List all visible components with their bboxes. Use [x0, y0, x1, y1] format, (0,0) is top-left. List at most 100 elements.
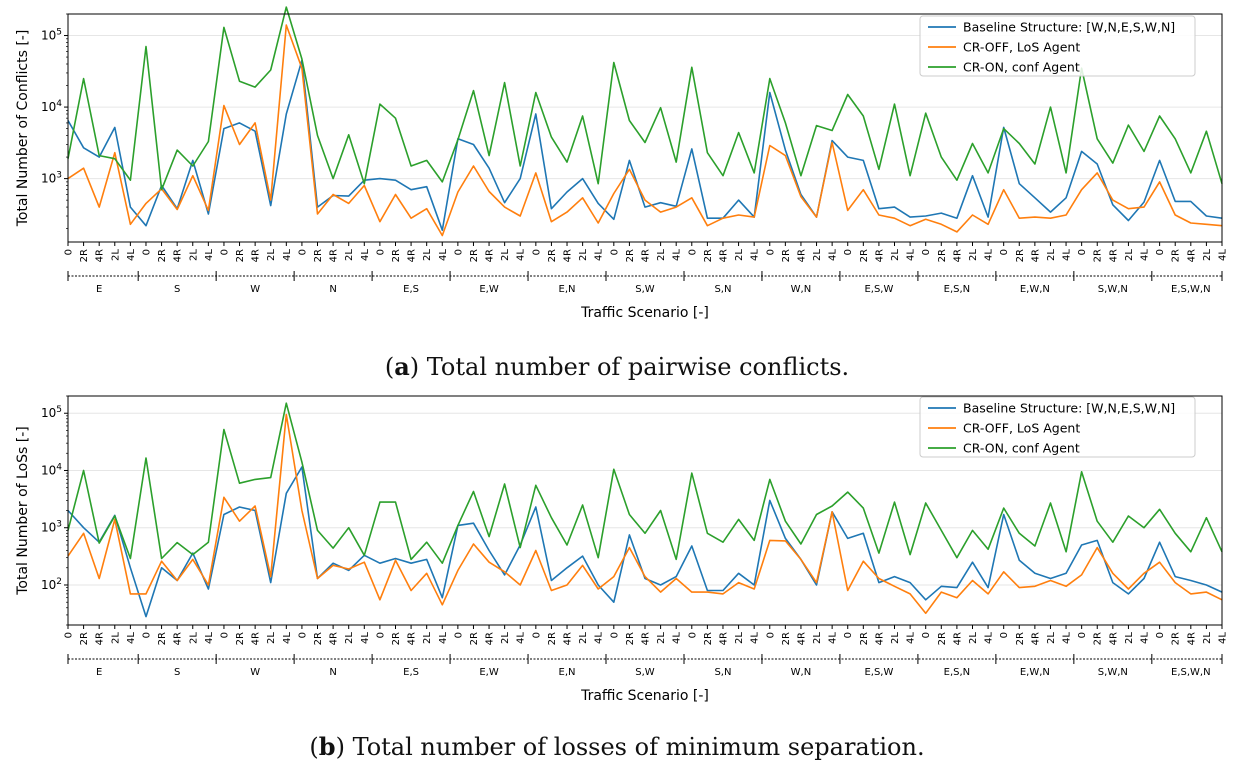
x-tick-label: 4R	[251, 632, 262, 645]
x-tick-label: 2L	[968, 632, 979, 644]
x-tick-label: 4L	[282, 632, 293, 644]
x-tick-label: 4L	[1218, 632, 1229, 644]
y-tick-label: 102	[41, 577, 62, 592]
x-tick-label: 4L	[750, 249, 761, 261]
series-line-on	[67, 6, 1223, 191]
x-tick-label: 4R	[329, 632, 340, 645]
x-tick-label: 2R	[79, 632, 90, 645]
group-label: E,N	[559, 667, 576, 678]
x-tick-label: 2L	[1046, 249, 1057, 261]
x-tick-label: 4R	[796, 632, 807, 645]
x-tick-label: 4L	[516, 632, 527, 644]
x-tick-label: 2L	[344, 632, 355, 644]
x-tick-label: 4L	[906, 249, 917, 261]
x-tick-label: 4R	[1030, 249, 1041, 262]
x-tick-label: 0	[375, 249, 386, 255]
y-tick-label: 105	[41, 405, 62, 420]
x-tick-label: 2L	[656, 249, 667, 261]
x-tick-label: 4R	[329, 249, 340, 262]
x-tick-label: 4R	[1186, 249, 1197, 262]
x-tick-label: 4L	[1140, 632, 1151, 644]
x-tick-label: 0	[1155, 632, 1166, 638]
x-tick-label: 4R	[641, 249, 652, 262]
group-label: E	[96, 667, 102, 678]
group-label: W,N	[791, 284, 812, 295]
x-tick-label: 4R	[485, 632, 496, 645]
legend-box	[919, 396, 1196, 458]
x-tick-label: 2R	[859, 632, 870, 645]
x-tick-label: 4R	[95, 632, 106, 645]
legend: Baseline Structure: [W,N,E,S,W,N] CR-OFF,…	[919, 15, 1196, 77]
x-tick-label: 2R	[391, 249, 402, 262]
group-label: E,S	[403, 284, 419, 295]
x-tick-label: 0	[219, 632, 230, 638]
x-tick-label: 4L	[594, 249, 605, 261]
x-tick-label: 4L	[126, 632, 137, 644]
caption-b: (b) Total number of losses of minimum se…	[309, 732, 925, 761]
x-tick-label: 4R	[952, 249, 963, 262]
legend-label: CR-OFF, LoS Agent	[963, 40, 1080, 55]
x-tick-label: 2R	[469, 249, 480, 262]
x-tick-label: 0	[531, 249, 542, 255]
x-tick-label: 2L	[188, 249, 199, 261]
group-label: W	[250, 284, 260, 295]
y-tick-label: 104	[41, 462, 62, 477]
x-tick-label: 2L	[1202, 632, 1213, 644]
x-tick-label: 2R	[235, 632, 246, 645]
x-tick-label: 2L	[1124, 632, 1135, 644]
x-tick-label: 2L	[266, 632, 277, 644]
x-tick-label: 0	[453, 632, 464, 638]
x-tick-label: 0	[687, 249, 698, 255]
x-tick-label: 2L	[1046, 632, 1057, 644]
x-axis-label: Traffic Scenario [-]	[580, 688, 709, 704]
x-tick-label: 2R	[781, 632, 792, 645]
x-tick-label: 0	[297, 632, 308, 638]
x-tick-label: 4R	[173, 249, 184, 262]
group-label: S	[174, 284, 180, 295]
x-axis-label: Traffic Scenario [-]	[580, 305, 709, 321]
x-tick-label: 0	[375, 632, 386, 638]
x-tick-label: 2R	[469, 632, 480, 645]
x-tick-label: 4L	[750, 632, 761, 644]
legend: Baseline Structure: [W,N,E,S,W,N] CR-OFF,…	[919, 396, 1196, 458]
x-tick-label: 4R	[251, 249, 262, 262]
chart-conflicts: 103 104 105 0 2R 4R 2L 4L 0 2R 4R 2L 4L 0 2R 4R 2L 4L 0 2R 4…	[15, 6, 1229, 321]
x-tick-label: 4R	[1108, 249, 1119, 262]
x-tick-label: 4R	[952, 632, 963, 645]
x-tick-label: 4L	[828, 249, 839, 261]
legend-label: CR-OFF, LoS Agent	[963, 421, 1080, 436]
group-label: S,W,N	[1098, 667, 1128, 678]
group-label: E,W	[479, 284, 498, 295]
x-tick-label: 4R	[874, 249, 885, 262]
x-tick-label: 2R	[1093, 249, 1104, 262]
x-tick-label: 0	[219, 249, 230, 255]
group-label: S	[174, 667, 180, 678]
group-label: E,W	[479, 667, 498, 678]
group-label: E,N	[559, 284, 576, 295]
legend-label: CR-ON, conf Agent	[963, 441, 1080, 456]
x-tick-label: 2R	[157, 632, 168, 645]
x-tick-label: 4L	[672, 249, 683, 261]
x-tick-label: 0	[843, 249, 854, 255]
x-tick-label: 2R	[79, 249, 90, 262]
x-tick-label: 2L	[578, 632, 589, 644]
x-tick-label: 0	[297, 249, 308, 255]
group-label: W	[250, 667, 260, 678]
x-tick-label: 2L	[578, 249, 589, 261]
x-tick-label: 0	[64, 249, 75, 255]
x-tick-label: 2L	[344, 249, 355, 261]
group-label: E,W,N	[1020, 284, 1050, 295]
group-label: E	[96, 284, 102, 295]
legend-label: CR-ON, conf Agent	[963, 60, 1080, 75]
x-tick-label: 0	[999, 632, 1010, 638]
x-tick-label: 4R	[1186, 632, 1197, 645]
x-tick-label: 2R	[1093, 632, 1104, 645]
x-tick-label: 4L	[126, 249, 137, 261]
x-tick-label: 0	[1155, 249, 1166, 255]
x-tick-label: 2R	[703, 632, 714, 645]
x-tick-label: 2R	[937, 632, 948, 645]
group-label: E,S,W,N	[1171, 667, 1211, 678]
caption-a: (a) Total number of pairwise conflicts.	[384, 352, 850, 381]
x-tick-label: 2R	[547, 632, 558, 645]
